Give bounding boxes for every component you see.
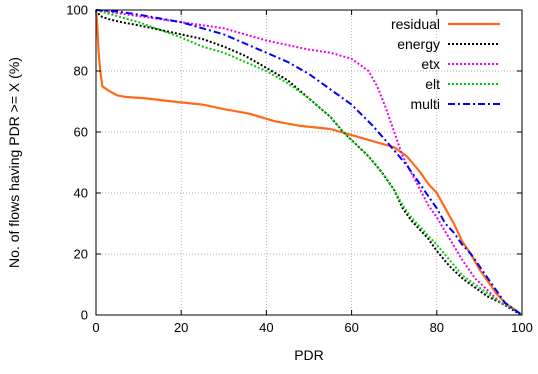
y-axis-label: No. of flows having PDR >= X (%) xyxy=(6,57,22,268)
x-tick-label: 20 xyxy=(174,320,188,335)
series-layer xyxy=(94,9,523,316)
legend-label-energy: energy xyxy=(397,36,440,52)
y-tick-label: 0 xyxy=(81,308,88,323)
x-axis-label: PDR xyxy=(294,347,324,363)
y-tick-label: 100 xyxy=(66,3,88,18)
y-tick-label: 80 xyxy=(74,64,88,79)
y-tick-label: 20 xyxy=(74,247,88,262)
legend-label-elt: elt xyxy=(425,76,440,92)
y-tick-label: 60 xyxy=(74,125,88,140)
x-tick-label: 80 xyxy=(430,320,444,335)
legend-label-multi: multi xyxy=(410,96,440,112)
axis-ticks: 0 20 40 60 80 100 0 20 40 60 80 100 xyxy=(66,3,533,336)
series-line-energy xyxy=(95,9,523,316)
x-tick-label: 100 xyxy=(511,320,533,335)
legend-label-residual: residual xyxy=(391,16,440,32)
series-line-elt xyxy=(95,9,523,316)
series-line-etx xyxy=(95,9,523,316)
y-tick-label: 40 xyxy=(74,186,88,201)
x-tick-label: 0 xyxy=(92,320,99,335)
series-line-multi xyxy=(95,9,523,316)
legend: residual energy etx elt multi xyxy=(391,16,500,112)
x-tick-label: 60 xyxy=(344,320,358,335)
x-tick-label: 40 xyxy=(259,320,273,335)
plot-frame xyxy=(95,9,523,316)
grid-lines xyxy=(96,10,522,315)
series-line-residual xyxy=(94,9,523,316)
legend-label-etx: etx xyxy=(421,56,440,72)
